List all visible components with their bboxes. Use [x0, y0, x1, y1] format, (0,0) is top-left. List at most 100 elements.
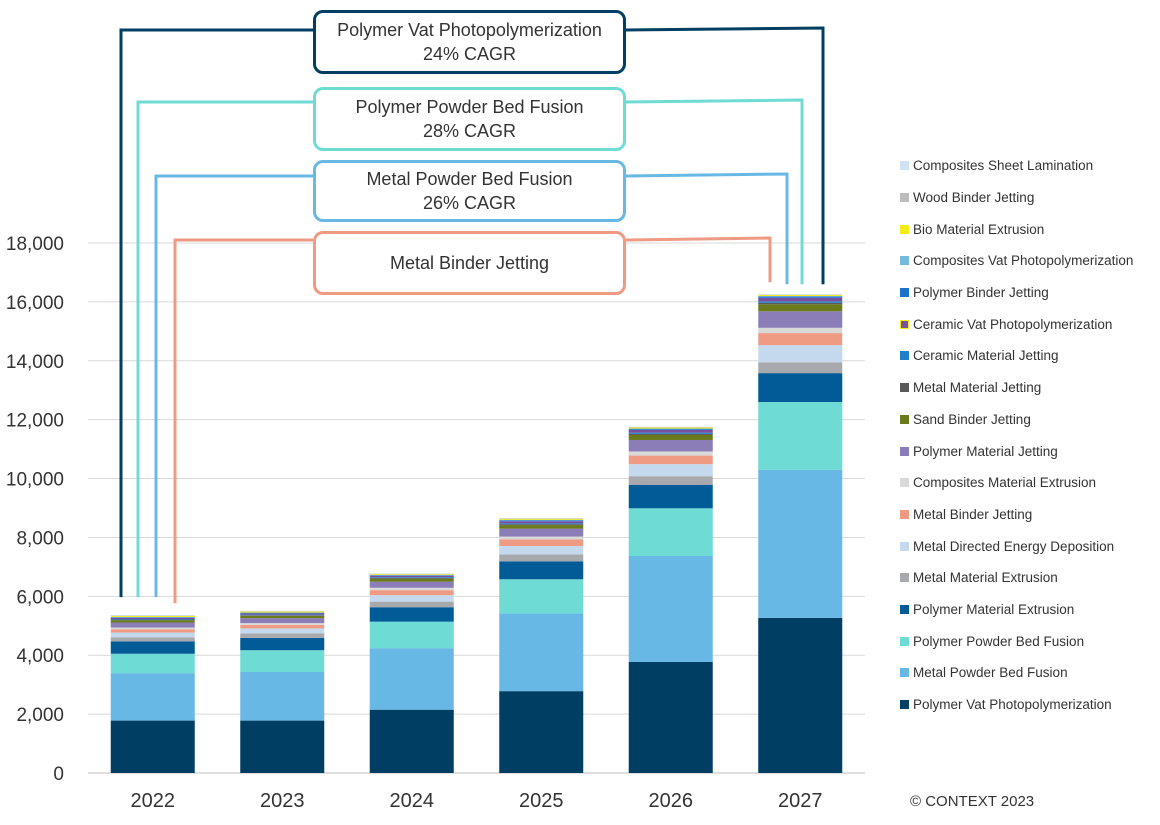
bar-segment [369, 573, 454, 574]
bar-segment [369, 607, 454, 622]
bar-segment [110, 622, 195, 628]
bar-segment [240, 637, 325, 651]
legend-item: Polymer Vat Photopolymerization [900, 689, 1150, 721]
bar-segment [110, 617, 195, 618]
callout-connectors [119, 26, 825, 604]
bar-segment [758, 296, 843, 298]
legend-swatch [900, 700, 909, 710]
x-tick-label: 2027 [778, 790, 823, 812]
bar-segment [369, 573, 454, 575]
legend-label: Composites Sheet Lamination [913, 158, 1094, 174]
bar-segment [369, 573, 454, 575]
bar-segment [240, 612, 325, 614]
bar-segment [499, 520, 584, 522]
bar-segment [628, 484, 713, 509]
bar-segment [499, 545, 584, 555]
bar-segment [628, 434, 713, 440]
legend-item: Wood Binder Jetting [900, 182, 1150, 214]
legend-item: Composites Material Extrusion [900, 467, 1150, 499]
bar-segment [758, 311, 843, 328]
legend-swatch [900, 383, 909, 393]
legend-swatch [900, 351, 909, 361]
bar-segment [628, 439, 713, 452]
bar-segment [499, 579, 584, 614]
legend-swatch [900, 446, 909, 456]
legend-swatch [900, 161, 909, 171]
bar-segment [499, 554, 584, 562]
bar-segment [758, 304, 843, 312]
y-tick-label: 14,000 [6, 352, 64, 373]
legend-label: Metal Binder Jetting [913, 506, 1033, 522]
bar-segment [499, 528, 584, 537]
legend-item: Metal Binder Jetting [900, 499, 1150, 531]
bar-segment [240, 611, 325, 612]
legend-swatch [900, 636, 909, 646]
bar-segment [110, 720, 195, 773]
legend-label: Ceramic Material Jetting [913, 348, 1059, 364]
callout-cagr: 24% CAGR [422, 44, 517, 64]
legend-item: Polymer Powder Bed Fusion [900, 625, 1150, 657]
bar-segment [369, 621, 454, 649]
bar-segment [240, 612, 325, 614]
cagr-callout: Metal Binder Jetting [313, 231, 626, 295]
bar-segment [110, 620, 195, 623]
y-axis-ticks: 0 2,000 4,000 6,000 8,000 10,000 12,000 14,000 1… [6, 234, 64, 785]
legend-swatch [900, 288, 909, 298]
legend-label: Metal Directed Energy Deposition [913, 538, 1115, 554]
bar-segment [369, 578, 454, 582]
legend-item: Metal Powder Bed Fusion [900, 657, 1150, 689]
bar-segment [369, 577, 454, 579]
callout-title: Metal Powder Bed Fusion [366, 169, 573, 189]
legend-swatch [900, 256, 909, 266]
bar-segment [758, 362, 843, 374]
bar-segment [628, 429, 713, 433]
bar-segment [628, 451, 713, 456]
bar-segment [499, 523, 584, 525]
bar-segment [110, 615, 195, 617]
y-tick-label: 6,000 [16, 587, 64, 608]
bar-segment [628, 555, 713, 662]
legend-label: Wood Binder Jetting [913, 190, 1035, 206]
cagr-callout: Polymer Powder Bed Fusion 28% CAGR [313, 87, 626, 151]
x-tick-label: 2026 [649, 790, 694, 812]
callout-connector-left [136, 100, 313, 598]
bar-segment [110, 617, 195, 620]
bar-segment [628, 427, 713, 428]
bar-segment [758, 294, 843, 295]
legend-swatch [900, 541, 909, 551]
bar-segment [110, 627, 195, 630]
legend-item: Metal Material Extrusion [900, 562, 1150, 594]
bar-segment [240, 614, 325, 616]
legend-item: Sand Binder Jetting [900, 404, 1150, 436]
bar-segment [369, 709, 454, 773]
x-axis-ticks: 2022 2023 2024 2025 2026 2027 [131, 790, 823, 812]
bars [110, 294, 843, 773]
bar-segment [758, 469, 843, 618]
legend-item: Polymer Binder Jetting [900, 277, 1150, 309]
bar-segment [499, 691, 584, 773]
bar-segment [628, 464, 713, 477]
bar-segment [758, 345, 843, 363]
cagr-callout: Metal Powder Bed Fusion 26% CAGR [313, 160, 626, 222]
bar-segment [369, 575, 454, 578]
callout-connector-left [154, 174, 313, 598]
bar-segment [758, 333, 843, 346]
bar-segment [110, 615, 195, 616]
bar-segment [499, 536, 584, 540]
bar-segment [110, 673, 195, 721]
bar-segment [369, 574, 454, 576]
legend-label: Metal Powder Bed Fusion [913, 665, 1068, 681]
y-tick-label: 0 [53, 764, 64, 785]
bar-segment [758, 617, 843, 773]
y-tick-label: 10,000 [6, 470, 64, 491]
bar-segment [499, 519, 584, 521]
bar-segment [110, 619, 195, 621]
y-tick-label: 4,000 [16, 646, 64, 667]
legend-label: Composites Material Extrusion [913, 475, 1097, 491]
bar-segment [499, 539, 584, 546]
legend-swatch [900, 224, 909, 234]
callout-cagr: 26% CAGR [422, 193, 517, 213]
y-tick-label: 12,000 [6, 411, 64, 432]
bar-segment [369, 590, 454, 596]
